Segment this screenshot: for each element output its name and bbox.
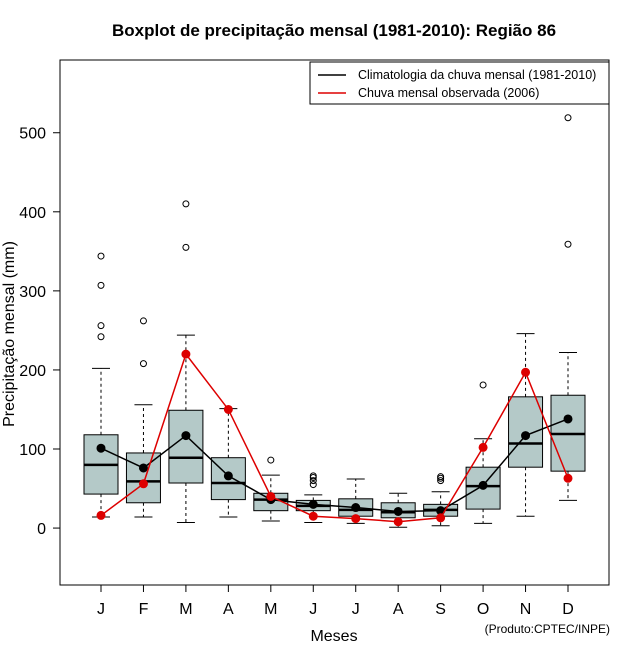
series-point-0 (181, 431, 191, 441)
series-point-0 (308, 499, 318, 509)
outlier-point (139, 317, 147, 325)
outlier-point (97, 281, 105, 289)
series-point-1 (351, 514, 361, 524)
outlier-point (309, 472, 317, 480)
x-axis-label: Meses (310, 628, 357, 645)
series-point-0 (351, 503, 361, 513)
outlier-point (564, 240, 572, 248)
series-point-1 (308, 511, 318, 521)
series-point-1 (478, 442, 488, 452)
series-point-1 (521, 367, 531, 377)
outlier-point (564, 114, 572, 122)
series-point-0 (393, 506, 403, 516)
series-point-1 (266, 491, 276, 501)
x-tick-label-0: J (97, 601, 105, 618)
outlier-point (97, 333, 105, 341)
series-point-1 (181, 349, 191, 359)
outlier-point (309, 481, 317, 489)
y-tick-label: 300 (19, 284, 46, 301)
x-tick-label-3: A (223, 601, 234, 618)
series-point-0 (223, 471, 233, 481)
box-F (125, 452, 161, 504)
series-point-1 (223, 404, 233, 414)
series-point-0 (96, 443, 106, 453)
plot-area: 0 100 200 300 400 500 J F M A M J J A S O N D (19, 59, 610, 618)
outlier-point (182, 200, 190, 208)
credit-text: (Produto:CPTEC/INPE) (485, 622, 610, 636)
chart-title: Boxplot de precipitação mensal (1981-201… (112, 21, 556, 40)
series-point-1 (393, 517, 403, 527)
legend-climatology-label: Climatologia da chuva mensal (1981-2010) (358, 68, 596, 82)
series-point-1 (436, 513, 446, 523)
x-tick-label-7: A (393, 601, 404, 618)
outlier-point (437, 473, 445, 481)
x-tick-label-9: O (477, 601, 489, 618)
outlier-point (437, 477, 445, 485)
x-tick-label-10: N (520, 601, 532, 618)
x-tick-label-11: D (562, 601, 574, 618)
legend: Climatologia da chuva mensal (1981-2010)… (309, 61, 610, 105)
x-tick-label-4: M (264, 601, 277, 618)
plot-frame (59, 59, 610, 586)
outlier-point (182, 243, 190, 251)
series-point-1 (96, 510, 106, 520)
legend-box (309, 61, 610, 105)
outlier-point (309, 477, 317, 485)
series-point-0 (563, 414, 573, 424)
y-axis-label: Precipitação mensal (mm) (1, 241, 18, 427)
outlier-point (97, 322, 105, 330)
series-point-1 (138, 479, 148, 489)
y-tick-label: 0 (37, 521, 46, 538)
x-tick-label-5: J (309, 601, 317, 618)
x-tick-label-1: F (139, 601, 149, 618)
outlier-point (97, 252, 105, 260)
y-tick-label: 100 (19, 442, 46, 459)
series-point-0 (478, 480, 488, 490)
series-line-1 (100, 352, 569, 523)
outlier-point (139, 360, 147, 368)
outlier-point (479, 381, 487, 389)
x-tick-label-2: M (179, 601, 192, 618)
x-tick-label-6: J (352, 601, 360, 618)
y-tick-label: 400 (19, 205, 46, 222)
legend-observed-label: Chuva mensal observada (2006) (358, 86, 539, 100)
series-point-0 (138, 463, 148, 473)
y-tick-label: 200 (19, 363, 46, 380)
series-line-0 (100, 418, 569, 513)
y-tick-label: 500 (19, 126, 46, 143)
outlier-point (267, 456, 275, 464)
series-point-1 (563, 473, 573, 483)
x-tick-label-8: S (435, 601, 446, 618)
series-point-0 (521, 431, 531, 441)
